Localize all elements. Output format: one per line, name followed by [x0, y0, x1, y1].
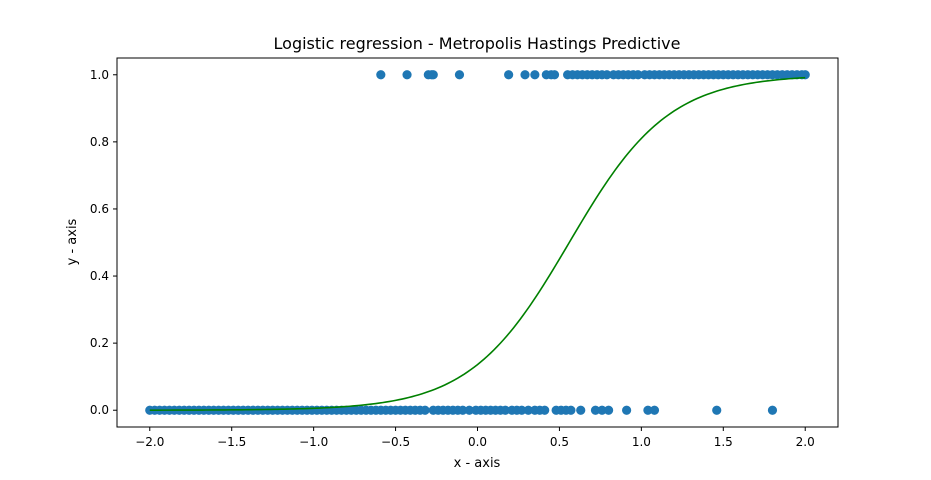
data-point: [458, 405, 468, 415]
x-tick-label: 0.0: [468, 435, 487, 449]
data-point: [576, 405, 586, 415]
data-point: [622, 405, 632, 415]
data-point: [464, 405, 474, 415]
x-tick-label: 1.0: [632, 435, 651, 449]
data-point: [402, 70, 412, 80]
x-tick-label: 1.5: [714, 435, 733, 449]
data-point: [500, 405, 510, 415]
x-axis-label: x - axis: [454, 456, 501, 471]
chart-title: Logistic regression - Metropolis Hasting…: [274, 34, 681, 53]
data-point: [523, 405, 533, 415]
data-point: [590, 405, 601, 415]
x-tick-label: −0.5: [381, 435, 410, 449]
data-point: [649, 405, 660, 415]
y-tick-label: 0.6: [90, 202, 109, 216]
y-tick-label: 1.0: [90, 68, 109, 82]
y-axis-label: y - axis: [65, 218, 80, 265]
data-point: [549, 70, 560, 80]
data-point: [767, 405, 778, 415]
data-point: [454, 70, 465, 80]
data-point: [428, 70, 438, 80]
y-tick-label: 0.8: [90, 135, 109, 149]
y-tick-label: 0.0: [90, 403, 109, 417]
data-point: [420, 405, 430, 415]
data-point: [530, 70, 540, 80]
data-point: [540, 405, 550, 415]
data-point: [633, 70, 643, 80]
data-point: [504, 70, 514, 80]
data-point: [712, 405, 722, 415]
y-tick-label: 0.4: [90, 269, 109, 283]
data-point: [376, 70, 386, 80]
plot-area: [145, 70, 810, 415]
x-tick-label: −1.5: [217, 435, 246, 449]
x-tick-label: −2.0: [135, 435, 164, 449]
data-point: [602, 70, 612, 80]
y-axis: 0.0 0.2 0.4 0.6 0.8 1.0: [90, 68, 117, 417]
x-tick-label: 0.5: [550, 435, 569, 449]
data-point: [603, 405, 614, 415]
data-point: [566, 405, 576, 415]
data-point: [597, 405, 607, 415]
x-tick-label: −1.0: [299, 435, 328, 449]
y-tick-label: 0.2: [90, 336, 109, 350]
data-point: [517, 405, 527, 415]
x-tick-label: 2.0: [796, 435, 815, 449]
data-point: [520, 70, 530, 80]
x-axis: −2.0 −1.5 −1.0 −0.5 0.0 0.5 1.0 1.5 2.0: [135, 427, 815, 449]
data-point: [643, 405, 653, 415]
predictive-curve: [149, 76, 806, 411]
